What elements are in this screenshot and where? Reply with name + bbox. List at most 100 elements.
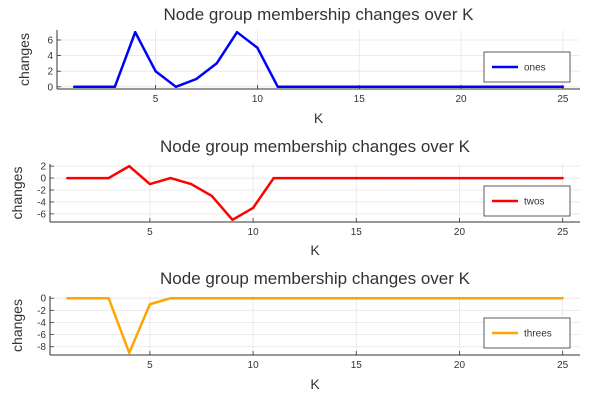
data-point-twos xyxy=(189,182,193,186)
x-axis-label: K xyxy=(314,110,324,126)
data-point-ones xyxy=(520,85,524,89)
legend-label-ones: ones xyxy=(524,63,546,74)
x-tick-label: 10 xyxy=(248,227,260,238)
legend-label-threes: threes xyxy=(524,329,552,340)
x-tick-label: 15 xyxy=(351,360,363,371)
data-point-threes xyxy=(231,296,234,300)
data-point-threes xyxy=(210,296,214,300)
y-tick-label: -2 xyxy=(37,306,46,317)
data-point-ones xyxy=(459,85,463,89)
data-point-twos xyxy=(231,218,234,222)
data-point-threes xyxy=(189,296,193,300)
data-point-ones xyxy=(296,85,300,89)
x-tick-label: 20 xyxy=(454,360,466,371)
legend: threes xyxy=(483,317,571,349)
data-point-ones xyxy=(317,85,320,89)
data-point-twos xyxy=(355,176,358,180)
data-point-ones xyxy=(358,85,361,89)
data-point-twos xyxy=(272,176,275,180)
data-point-ones xyxy=(480,85,483,89)
x-tick-label: 5 xyxy=(147,360,153,371)
data-point-twos xyxy=(66,176,69,180)
y-tick-label: 0 xyxy=(40,174,46,185)
data-point-twos xyxy=(251,206,255,210)
data-point-threes xyxy=(416,296,420,300)
data-point-ones xyxy=(113,85,117,89)
data-point-threes xyxy=(66,296,69,300)
chart-panel-3: 5 10 15 20 25 0-2-4-6-8 Node group membership … xyxy=(9,269,580,392)
data-point-ones xyxy=(439,85,442,89)
y-tick-label: -6 xyxy=(37,209,46,220)
data-point-threes xyxy=(107,296,110,300)
y-tick-label: -6 xyxy=(37,330,46,341)
data-point-twos xyxy=(561,176,564,180)
x-tick-label: 25 xyxy=(557,94,569,105)
data-point-twos xyxy=(128,164,131,168)
data-point-ones xyxy=(256,46,259,49)
data-point-threes xyxy=(561,296,564,300)
x-tick-label: 20 xyxy=(455,94,467,105)
data-point-twos xyxy=(210,194,214,198)
data-point-threes xyxy=(334,296,337,300)
y-tick-label: 0 xyxy=(47,82,53,93)
data-point-ones xyxy=(378,85,381,89)
y-tick-label: -4 xyxy=(37,197,46,208)
data-point-twos xyxy=(313,176,317,180)
y-tick-label: 4 xyxy=(47,51,53,62)
y-axis-label: changes xyxy=(16,33,32,86)
data-point-ones xyxy=(154,70,157,73)
data-point-ones xyxy=(419,85,422,89)
data-point-ones xyxy=(541,85,544,89)
data-point-twos xyxy=(499,176,502,180)
data-point-threes xyxy=(437,296,441,300)
data-point-twos xyxy=(520,176,523,180)
data-point-threes xyxy=(272,296,275,300)
data-point-twos xyxy=(458,176,461,180)
x-tick-label: 15 xyxy=(351,227,363,238)
data-point-twos xyxy=(540,176,544,180)
data-point-ones xyxy=(72,85,76,89)
data-point-threes xyxy=(148,303,152,306)
data-point-twos xyxy=(416,176,420,180)
data-point-twos xyxy=(86,176,90,180)
x-tick-label: 20 xyxy=(454,227,466,238)
data-point-twos xyxy=(148,182,152,186)
chart-title: Node group membership changes over K xyxy=(160,269,471,288)
data-point-threes xyxy=(355,296,358,300)
data-point-threes xyxy=(540,296,544,300)
data-point-ones xyxy=(215,62,218,65)
data-point-threes xyxy=(293,296,296,300)
x-tick-label: 25 xyxy=(557,360,569,371)
data-point-ones xyxy=(561,85,565,89)
y-tick-label: 6 xyxy=(47,35,53,46)
chart-title: Node group membership changes over K xyxy=(160,137,471,156)
data-point-ones xyxy=(398,85,402,89)
y-axis-label: changes xyxy=(9,299,25,352)
chart-title: Node group membership changes over K xyxy=(164,5,475,24)
x-axis-label: K xyxy=(310,242,320,258)
data-point-threes xyxy=(499,296,502,300)
data-point-threes xyxy=(458,296,461,300)
x-tick-label: 10 xyxy=(248,360,260,371)
y-tick-label: 0 xyxy=(40,294,46,305)
data-point-threes xyxy=(396,296,399,300)
legend-label-twos: twos xyxy=(524,197,545,208)
y-axis-label: changes xyxy=(9,167,25,220)
data-point-twos xyxy=(396,176,399,180)
data-point-twos xyxy=(437,176,441,180)
data-point-threes xyxy=(313,296,317,300)
data-point-ones xyxy=(93,85,96,89)
data-point-twos xyxy=(334,176,337,180)
data-point-ones xyxy=(500,85,503,89)
data-point-ones xyxy=(195,77,198,81)
data-point-threes xyxy=(375,296,379,300)
y-tick-label: -2 xyxy=(37,186,46,197)
x-tick-label: 10 xyxy=(252,94,264,105)
x-tick-label: 5 xyxy=(153,94,159,105)
legend: twos xyxy=(483,185,571,217)
data-point-threes xyxy=(478,296,482,300)
chart-panel-1: 5 10 15 20 25 0 2 4 6 Node group membership chang… xyxy=(16,5,580,126)
data-point-ones xyxy=(276,85,279,89)
